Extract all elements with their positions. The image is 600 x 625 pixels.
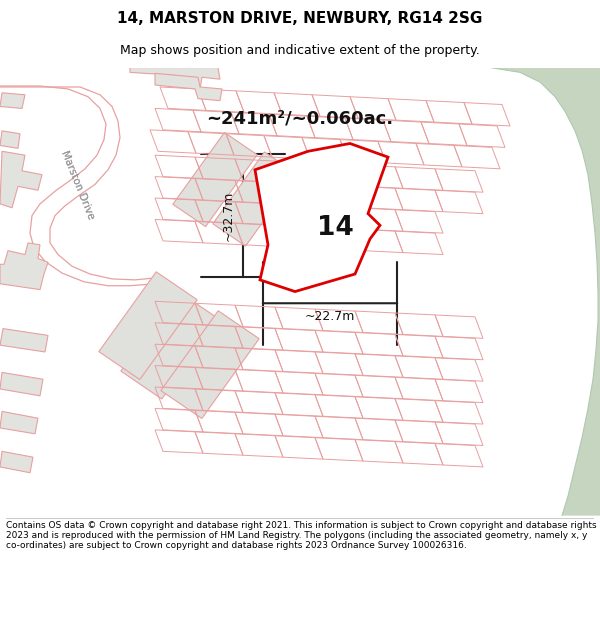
Polygon shape [255,144,388,291]
Polygon shape [121,291,219,399]
Text: 14: 14 [317,215,353,241]
Polygon shape [130,68,220,89]
Polygon shape [0,93,25,108]
Text: Contains OS data © Crown copyright and database right 2021. This information is : Contains OS data © Crown copyright and d… [6,521,596,551]
Text: Map shows position and indicative extent of the property.: Map shows position and indicative extent… [120,44,480,57]
Polygon shape [0,151,42,208]
Polygon shape [99,272,197,379]
Polygon shape [0,243,48,289]
Text: Marston Drive: Marston Drive [59,149,97,220]
Text: ~241m²/~0.060ac.: ~241m²/~0.060ac. [206,109,394,127]
Text: ~32.7m: ~32.7m [221,191,235,241]
Polygon shape [0,451,33,472]
Polygon shape [0,86,155,286]
Text: Marston Drive: Marston Drive [59,149,97,220]
Polygon shape [0,411,38,434]
Polygon shape [161,311,259,419]
Polygon shape [155,73,222,101]
Text: 14, MARSTON DRIVE, NEWBURY, RG14 2SG: 14, MARSTON DRIVE, NEWBURY, RG14 2SG [118,11,482,26]
Polygon shape [0,372,43,396]
Text: ~22.7m: ~22.7m [305,311,355,323]
Polygon shape [0,131,20,148]
Polygon shape [0,329,48,352]
Polygon shape [213,152,297,246]
Polygon shape [173,132,257,227]
Polygon shape [490,68,600,516]
